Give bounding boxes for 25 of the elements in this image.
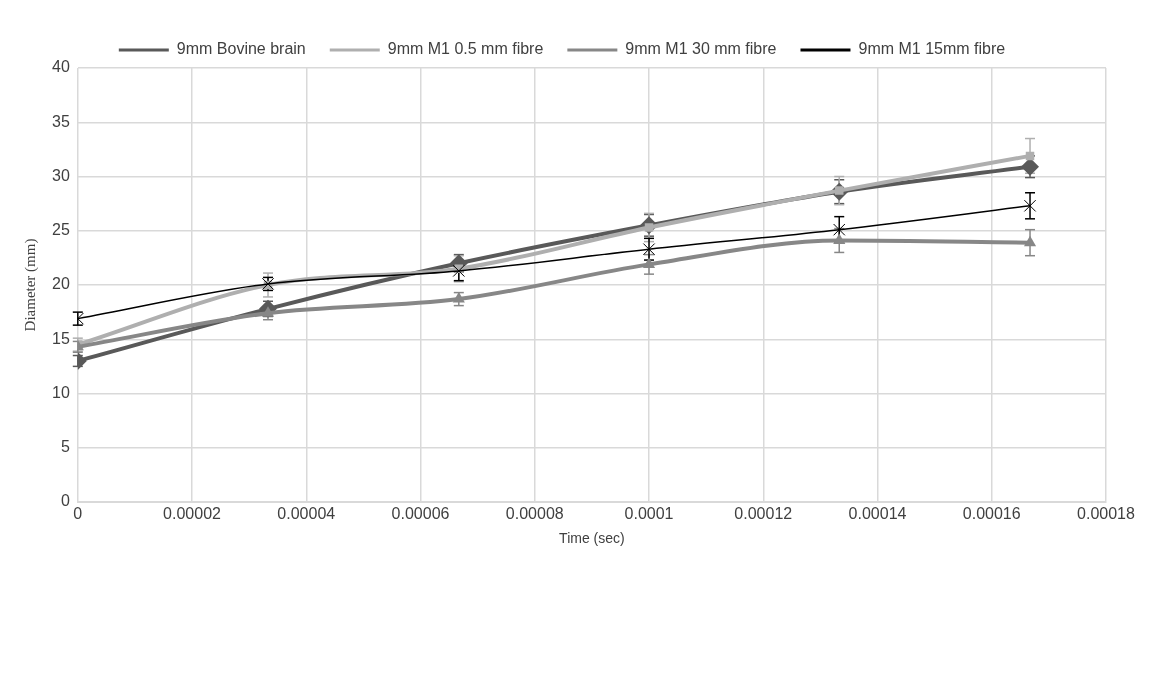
y-axis-title: Diameter (mm): [21, 238, 39, 332]
x-tick-label: 0.00014: [848, 505, 907, 523]
y-tick-label: 10: [52, 383, 70, 401]
y-tick-label: 15: [52, 329, 70, 347]
y-tick-label: 30: [52, 166, 70, 184]
y-tick-label: 40: [52, 58, 70, 76]
x-tick-label: 0.00004: [277, 505, 336, 523]
y-tick-label: 20: [52, 275, 70, 293]
y-tick-label: 25: [52, 221, 70, 239]
x-tick-label: 0.00008: [505, 505, 564, 523]
x-tick-label: 0: [73, 505, 83, 523]
x-axis-title: Time (sec): [559, 530, 625, 547]
x-tick-label: 0.00002: [163, 505, 222, 523]
y-tick-label: 5: [60, 438, 70, 456]
x-tick-label: 0.00006: [391, 505, 450, 523]
x-tick-label: 0.00012: [734, 505, 793, 523]
legend-label: 9mm M1 0.5 mm fibre: [387, 40, 544, 58]
y-tick-label: 35: [52, 112, 70, 130]
x-tick-label: 0.00018: [1077, 505, 1136, 523]
legend-label: 9mm M1 30 mm fibre: [625, 40, 777, 58]
legend-label: 9mm Bovine brain: [176, 40, 306, 58]
y-tick-label: 0: [60, 492, 70, 510]
x-tick-label: 0.00016: [962, 505, 1021, 523]
legend-label: 9mm M1 15mm fibre: [858, 40, 1006, 58]
x-tick-label: 0.0001: [624, 505, 674, 523]
